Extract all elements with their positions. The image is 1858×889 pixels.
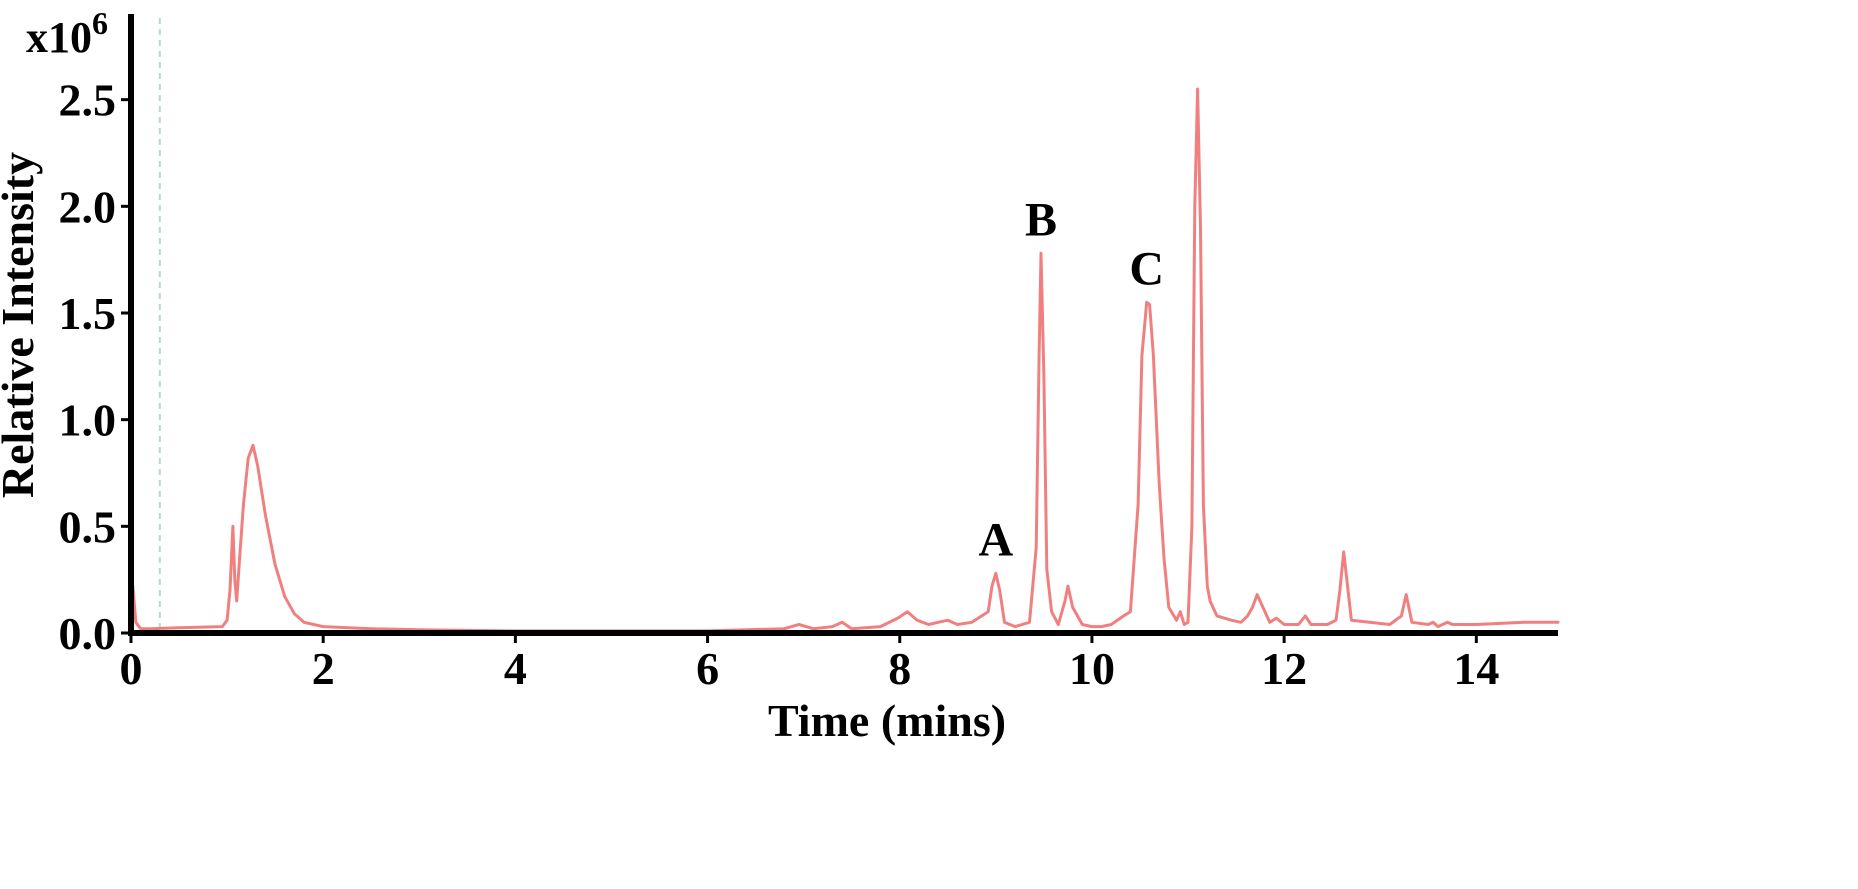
peak-label-c: C xyxy=(1129,242,1164,295)
y-multiplier-exponent: 6 xyxy=(92,5,108,41)
y-multiplier-label: x106 xyxy=(26,5,108,62)
y-tick-label: 2.0 xyxy=(59,181,117,232)
x-tick-label: 10 xyxy=(1069,643,1115,694)
peak-annotations-group: A B C xyxy=(979,193,1165,566)
y-tick-label: 0.5 xyxy=(59,501,117,552)
chromatogram-trace-group xyxy=(129,87,1560,633)
x-tick-label: 8 xyxy=(888,643,911,694)
x-tick-label: 4 xyxy=(504,643,527,694)
y-tick-label: 1.5 xyxy=(59,288,117,339)
y-tick-label: 0.0 xyxy=(59,608,117,659)
x-tick-label: 12 xyxy=(1261,643,1307,694)
y-axis-title: Relative Intensity xyxy=(0,152,43,498)
y-tick-label: 2.5 xyxy=(59,75,117,126)
peak-label-b: B xyxy=(1025,193,1057,246)
y-multiplier-base: x10 xyxy=(26,13,92,62)
x-axis-title: Time (mins) xyxy=(768,695,1006,746)
x-tick-label: 6 xyxy=(696,643,719,694)
ticks-group: 0 2 4 6 8 10 12 14 0.0 0.5 1.0 1.5 2.0 2.5 xyxy=(59,75,1500,694)
axes-group xyxy=(128,14,1558,636)
y-tick-label: 1.0 xyxy=(59,395,117,446)
x-tick-label: 2 xyxy=(312,643,335,694)
x-tick-label: 14 xyxy=(1453,643,1499,694)
x-tick-label: 0 xyxy=(120,643,143,694)
peak-label-a: A xyxy=(979,513,1014,566)
chromatogram-trace-line-0 xyxy=(129,87,1560,633)
